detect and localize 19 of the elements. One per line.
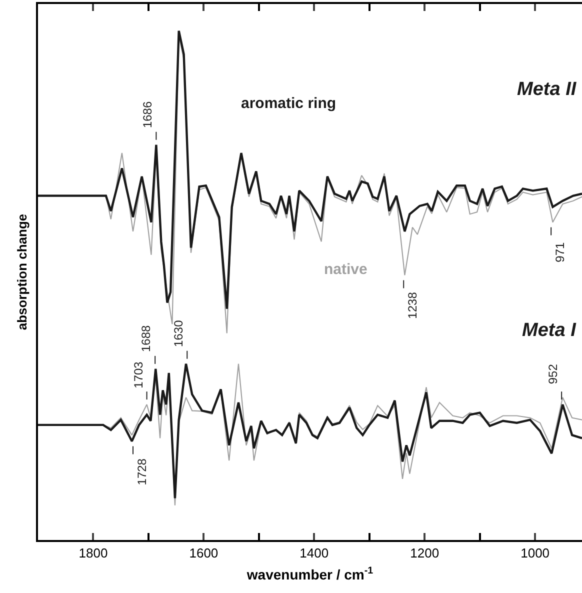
x-tick-label: 1400 <box>300 546 329 561</box>
x-tick-label: 1200 <box>410 546 440 561</box>
annotation: native <box>324 261 368 278</box>
annotation: 1728 <box>134 458 149 486</box>
annotation: 1238 <box>405 292 420 319</box>
annotation: 971 <box>552 242 567 262</box>
annotation: 952 <box>546 364 560 384</box>
y-axis-title: absorption change <box>14 214 30 330</box>
annotation: Meta I <box>522 320 577 341</box>
annotation: 1703 <box>131 361 146 388</box>
annotation: 1688 <box>139 324 154 352</box>
x-tick-label: 1800 <box>78 546 108 561</box>
annotation: 1630 <box>171 320 186 347</box>
x-tick-label: 1000 <box>520 546 550 561</box>
annotation: aromatic ring <box>241 95 336 112</box>
annotation: 1686 <box>140 101 154 128</box>
annotation: Meta II <box>517 79 577 100</box>
x-tick-label: 1600 <box>189 546 218 561</box>
x-axis-title: wavenumber / cm$^{-1}$ <box>246 566 374 582</box>
